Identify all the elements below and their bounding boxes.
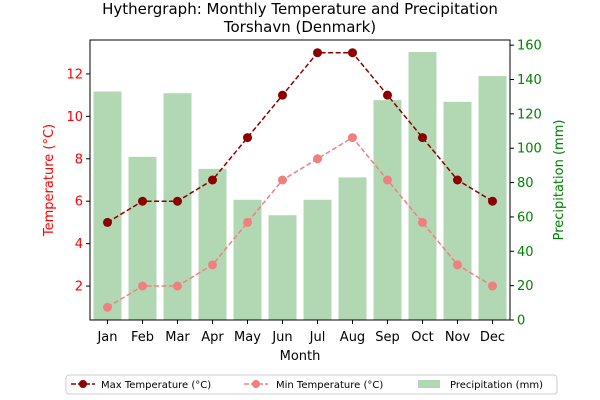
max-temp-point-jun [278,90,287,100]
right-tick-label: 160 [517,39,542,54]
x-tick-label-may: May [234,330,261,345]
legend-swatch-precipitation [418,380,440,388]
precipitation-bar-jan [93,91,122,320]
x-tick-label-mar: Mar [165,330,190,345]
precipitation-bar-feb [128,156,157,320]
max-temp-line [107,51,493,224]
precipitation-bar-sep [373,100,402,320]
y-axis-label-right: Precipitation (mm) [552,120,567,241]
min-temp-point-apr [208,260,217,270]
max-temp-point-feb [138,196,147,206]
right-tick-label: 40 [517,245,534,260]
left-tick-label: 12 [66,67,83,82]
max-temp-point-dec [488,196,497,206]
precipitation-bar-jun [268,215,297,320]
legend-marker-max-temp [79,380,87,388]
x-tick-label-apr: Apr [201,330,224,345]
max-temp-point-jul [313,48,322,58]
right-tick-label: 80 [517,176,534,191]
right-tick-label: 140 [517,73,542,88]
precipitation-bar-jul [303,199,332,320]
max-temp-point-mar [173,196,182,206]
legend-frame [65,374,558,395]
x-tick-label-aug: Aug [340,330,365,345]
max-temp-point-may [243,133,252,143]
chart-title-line2: Torshavn (Denmark) [223,18,376,36]
plot-frame [89,39,511,321]
right-tick-label: 20 [517,279,534,294]
precipitation-bar-nov [443,101,472,321]
max-temp-point-sep [383,90,392,100]
min-temp-point-mar [173,281,182,291]
precipitation-bar-aug [338,177,367,320]
max-temp-point-aug [348,48,357,58]
precipitation-bar-may [233,199,262,320]
x-tick-label-jun: Jun [271,330,292,345]
min-temp-point-feb [138,281,147,291]
left-tick-label: 2 [75,280,83,295]
min-temp-point-nov [453,260,462,270]
min-temp-point-oct [418,217,427,227]
x-tick-label-jan: Jan [96,330,117,345]
legend-label-precipitation: Precipitation (mm) [450,380,543,391]
legend-marker-min-temp [252,380,260,388]
max-temp-point-oct [418,133,427,143]
min-temp-point-jun [278,175,287,185]
min-temp-point-jul [313,154,322,164]
left-tick-label: 6 [75,195,83,210]
x-axis-label: Month [280,349,321,364]
min-temp-line [107,136,493,308]
x-tick-label-oct: Oct [411,330,433,345]
x-tick-label-nov: Nov [445,330,471,345]
x-tick-label-sep: Sep [375,330,400,345]
precipitation-bar-oct [408,52,437,321]
legend-label-max-temp: Max Temperature (°C) [101,380,211,391]
legend: Max Temperature (°C) Min Temperature (°C… [65,374,558,395]
left-tick-label: 10 [66,110,83,125]
min-temp-point-sep [383,175,392,185]
right-tick-label: 0 [517,314,525,329]
x-tick-label-jul: Jul [309,330,326,345]
y-axis-label-left: Temperature (°C) [42,124,57,237]
max-temp-point-apr [208,175,217,185]
min-temp-point-may [243,217,252,227]
right-tick-label: 60 [517,210,534,225]
legend-label-min-temp: Min Temperature (°C) [276,380,383,391]
left-tick-label: 4 [75,237,83,252]
max-temp-point-jan [103,217,112,227]
min-temp-point-jan [103,302,112,312]
min-temp-point-dec [488,281,497,291]
min-temp-point-aug [348,133,357,143]
left-tick-label: 8 [75,152,83,167]
max-temp-point-nov [453,175,462,185]
right-tick-label: 120 [517,107,542,122]
right-tick-label: 100 [517,142,542,157]
precipitation-bar-apr [198,168,227,320]
x-tick-label-feb: Feb [131,330,154,345]
x-tick-label-dec: Dec [480,330,505,345]
chart-title-line1: Hythergraph: Monthly Temperature and Pre… [102,0,498,18]
